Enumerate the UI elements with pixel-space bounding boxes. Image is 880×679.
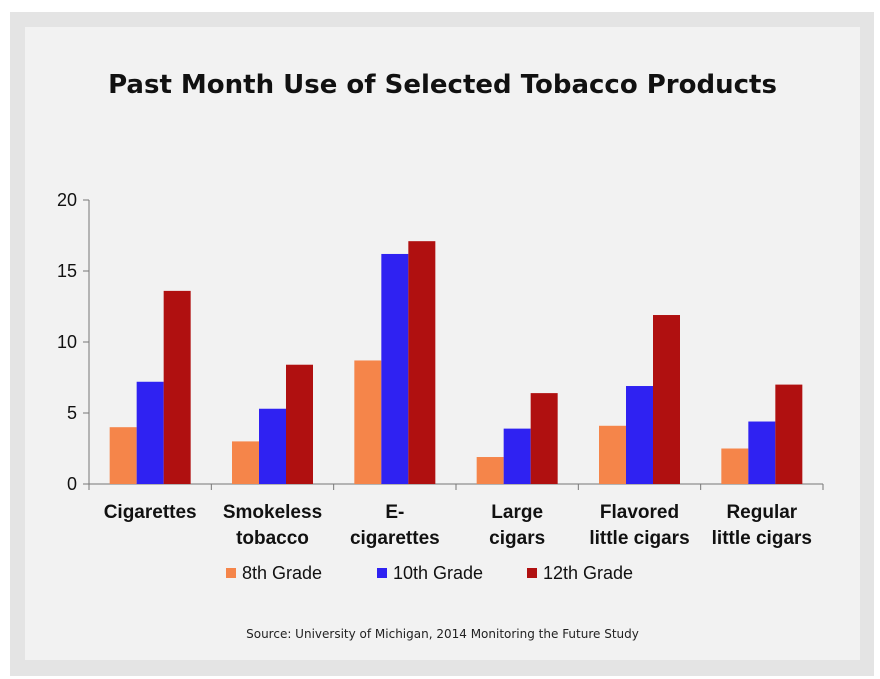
- bar: [599, 425, 626, 484]
- bar: [136, 381, 164, 484]
- chart-title: Past Month Use of Selected Tobacco Produ…: [108, 70, 777, 100]
- x-category-label: tobacco: [236, 528, 309, 549]
- x-category-label: Large: [491, 502, 543, 523]
- y-tick-label: 10: [57, 332, 77, 352]
- x-category-label: cigars: [489, 528, 545, 549]
- bar: [163, 290, 191, 484]
- bar: [286, 364, 313, 484]
- x-category-label: E-: [385, 502, 404, 523]
- bar: [232, 441, 259, 484]
- bar: [775, 384, 803, 484]
- x-category-label: little cigars: [589, 528, 689, 549]
- y-tick-label: 15: [57, 261, 77, 281]
- bar: [381, 253, 409, 484]
- chart-source: Source: University of Michigan, 2014 Mon…: [246, 627, 639, 641]
- bar: [109, 427, 137, 484]
- legend-swatch: [377, 568, 387, 578]
- bar: [259, 408, 286, 484]
- legend-label: 12th Grade: [543, 563, 633, 583]
- x-category-label: Cigarettes: [104, 502, 197, 523]
- x-category-label: Flavored: [600, 502, 679, 523]
- bar: [530, 393, 558, 484]
- y-tick-label: 0: [67, 474, 77, 494]
- bar: [653, 315, 680, 484]
- bar: [354, 360, 382, 484]
- legend-swatch: [226, 568, 236, 578]
- y-tick-label: 20: [57, 190, 77, 210]
- bar: [503, 428, 531, 484]
- x-category-label: little cigars: [712, 528, 812, 549]
- x-category-label: cigarettes: [350, 528, 440, 549]
- legend-swatch: [527, 568, 537, 578]
- bar: [721, 448, 749, 484]
- legend-label: 8th Grade: [242, 563, 322, 583]
- x-category-label: Smokeless: [223, 502, 322, 523]
- legend-label: 10th Grade: [393, 563, 483, 583]
- y-tick-label: 5: [67, 403, 77, 423]
- bar: [408, 241, 436, 484]
- bar: [748, 421, 776, 484]
- bar: [476, 457, 504, 484]
- bar: [626, 386, 653, 484]
- x-category-label: Regular: [726, 502, 797, 523]
